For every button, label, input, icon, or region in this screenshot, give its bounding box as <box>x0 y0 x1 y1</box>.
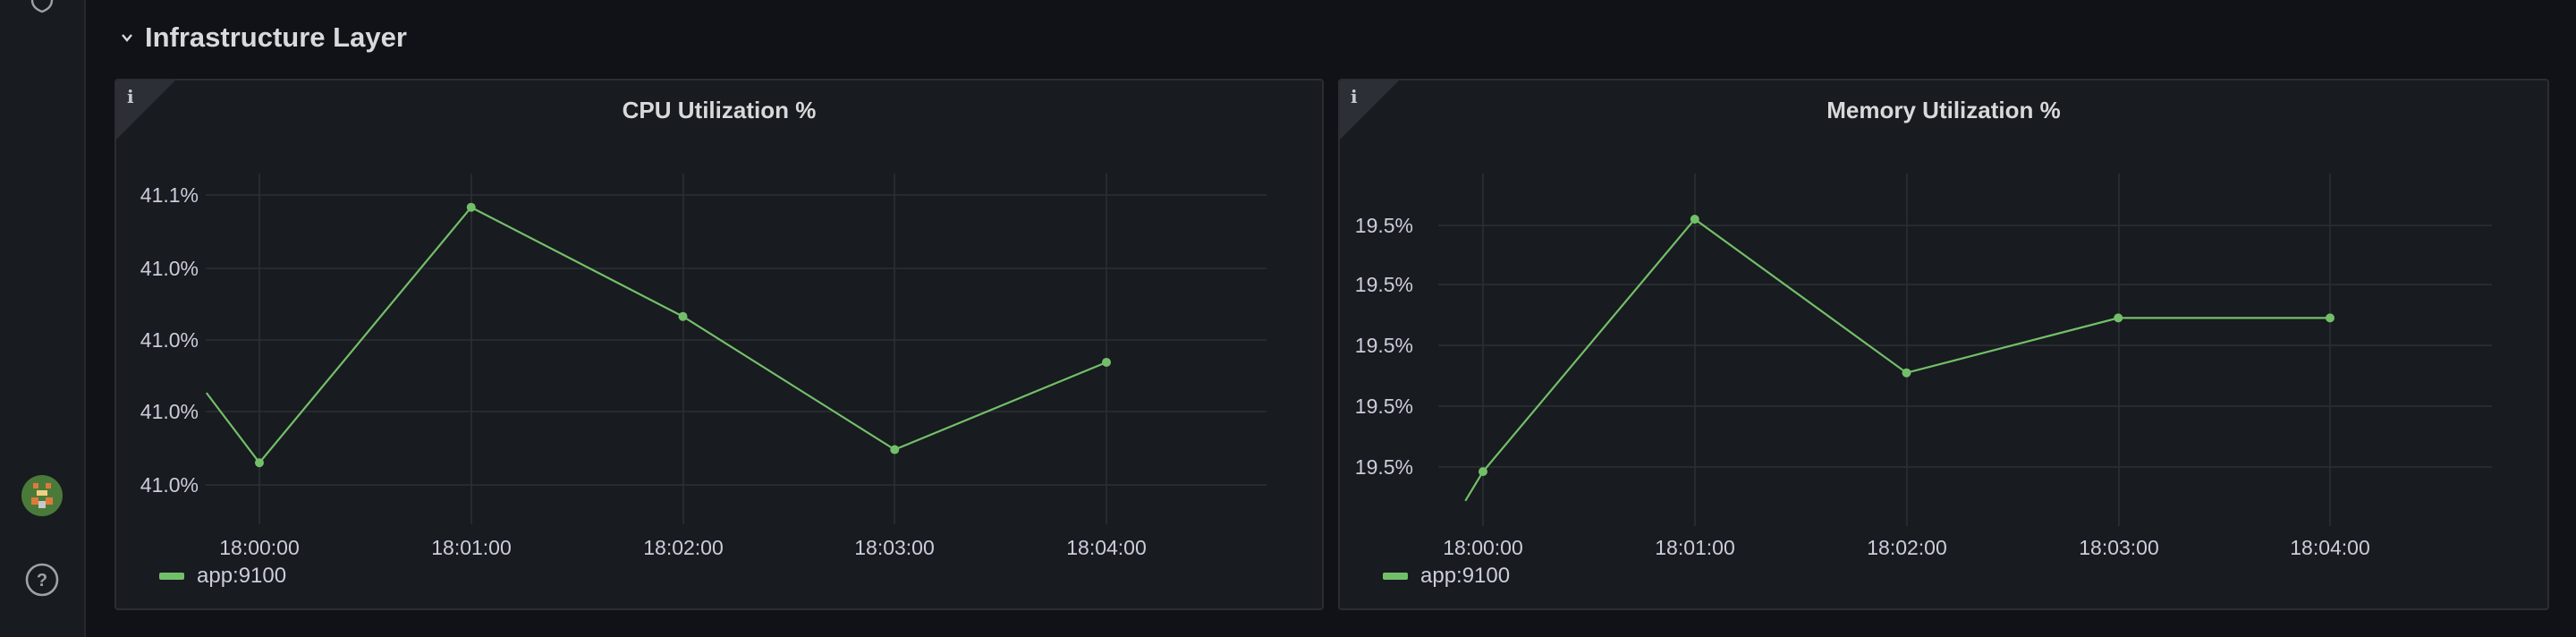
y-tick-label: 41.0% <box>140 328 199 352</box>
help-icon[interactable]: ? <box>21 558 64 601</box>
x-tick-label: 18:00:00 <box>219 536 300 559</box>
y-tick-label: 19.5% <box>1355 214 1413 237</box>
series-line <box>1464 217 2330 502</box>
memory-panel[interactable]: i Memory Utilization % 19.5% 19.5% 19.5% 19… <box>1338 79 2549 610</box>
x-tick-label: 18:01:00 <box>1655 536 1735 559</box>
series-line <box>205 206 1107 464</box>
data-point <box>678 311 688 321</box>
y-tick-label: 19.5% <box>1355 395 1413 418</box>
shield-icon[interactable] <box>21 0 64 21</box>
data-point <box>890 445 900 454</box>
row-header[interactable]: Infrastructure Layer <box>118 16 407 59</box>
x-tick-label: 18:02:00 <box>1867 536 1947 559</box>
data-point <box>1102 357 1111 367</box>
panel-title: CPU Utilization % <box>622 97 817 123</box>
info-icon[interactable]: i <box>127 86 134 107</box>
cpu-chart: 41.1% 41.0% 41.0% 41.0% 41.0% 18:00:00 18:01:0… <box>140 174 1267 559</box>
legend-label: app:9100 <box>197 564 287 588</box>
help-glyph: ? <box>37 571 47 590</box>
y-tick-label: 41.1% <box>140 183 199 207</box>
legend-swatch <box>159 573 184 580</box>
y-tick-label: 19.5% <box>1355 455 1413 479</box>
panel-title: Memory Utilization % <box>1826 97 2061 123</box>
info-corner <box>1340 81 1399 140</box>
data-point <box>1479 467 1487 477</box>
x-tick-label: 18:02:00 <box>643 536 724 559</box>
y-tick-label: 19.5% <box>1355 273 1413 296</box>
y-tick-label: 41.0% <box>140 257 199 280</box>
data-point <box>466 202 476 212</box>
x-tick-label: 18:04:00 <box>1066 536 1147 559</box>
row-title: Infrastructure Layer <box>145 21 407 53</box>
legend[interactable]: app:9100 <box>159 564 286 589</box>
y-tick-label: 41.0% <box>140 400 199 423</box>
x-tick-label: 18:00:00 <box>1443 536 1523 559</box>
x-tick-label: 18:03:00 <box>2079 536 2159 559</box>
info-icon[interactable]: i <box>1351 86 1358 107</box>
y-tick-label: 19.5% <box>1355 334 1413 357</box>
data-point <box>1690 214 1699 224</box>
x-tick-label: 18:04:00 <box>2290 536 2370 559</box>
legend[interactable]: app:9100 <box>1383 564 1510 589</box>
data-point <box>1902 368 1911 378</box>
data-point <box>2326 313 2334 323</box>
cpu-panel[interactable]: i CPU Utilization % 41.1% 41.0% 41.0% 41.0%… <box>114 79 1324 610</box>
chevron-down-icon[interactable] <box>118 29 136 47</box>
x-tick-label: 18:03:00 <box>854 536 935 559</box>
data-point <box>255 458 264 468</box>
legend-swatch <box>1383 573 1408 580</box>
user-avatar[interactable] <box>21 474 64 517</box>
x-tick-label: 18:01:00 <box>431 536 512 559</box>
data-point <box>2114 313 2123 323</box>
sidebar: ? <box>0 0 86 637</box>
legend-label: app:9100 <box>1420 564 1511 588</box>
memory-chart: 19.5% 19.5% 19.5% 19.5% 19.5% 18:00:00 18:01:0… <box>1355 174 2492 559</box>
info-corner <box>116 81 175 140</box>
y-tick-label: 41.0% <box>140 473 199 497</box>
